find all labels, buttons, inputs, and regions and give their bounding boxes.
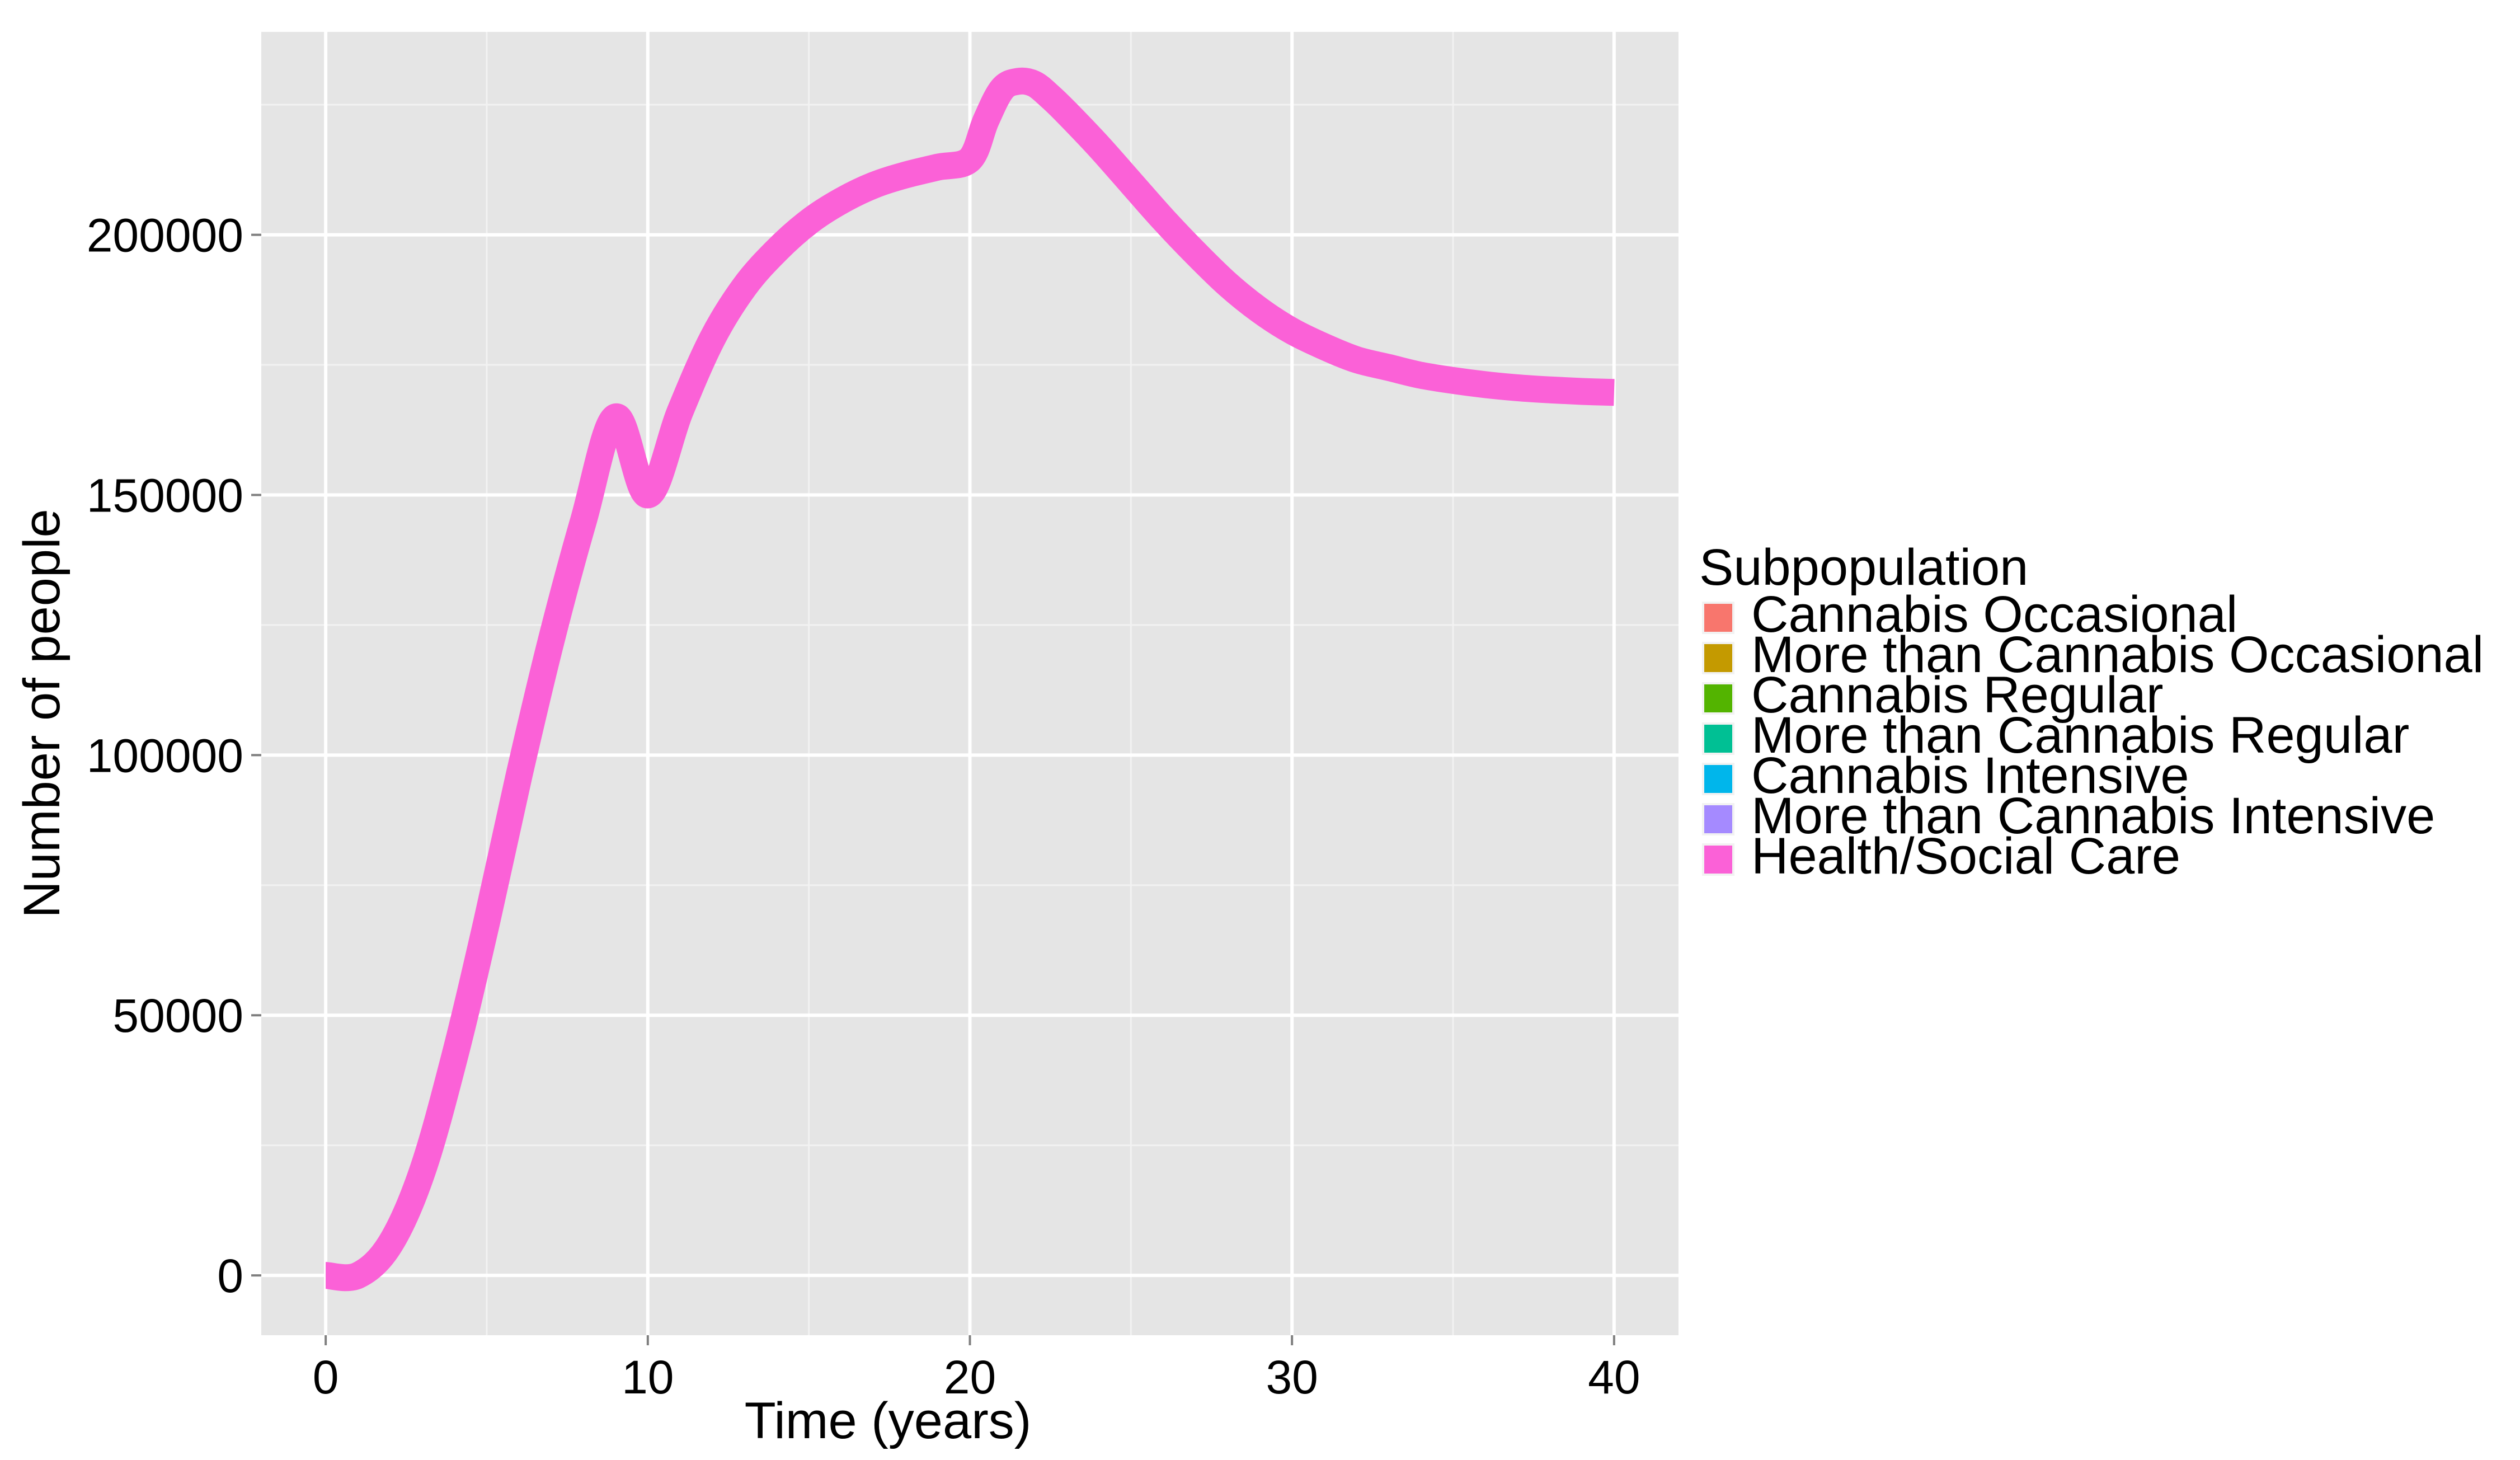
legend-label: More than Cannabis Regular — [1751, 707, 2409, 764]
legend-label: Cannabis Occasional — [1751, 586, 2237, 643]
y-tick-label: 150000 — [87, 469, 243, 522]
major-gridlines — [261, 32, 1679, 1335]
series-layer — [325, 67, 1615, 1292]
x-tick-label: 20 — [944, 1351, 996, 1403]
x-tick-label: 10 — [622, 1351, 674, 1403]
legend-title: Subpopulation — [1699, 539, 2028, 596]
legend-swatch — [1704, 604, 1732, 632]
legend-swatch — [1704, 805, 1732, 833]
legend-label: More than Cannabis Intensive — [1751, 787, 2435, 844]
legend-label: Health/Social Care — [1751, 828, 2180, 885]
y-axis-title: Number of people — [13, 509, 70, 918]
y-tick-label: 0 — [217, 1250, 243, 1302]
x-tick-label: 40 — [1588, 1351, 1640, 1403]
legend-label: More than Cannabis Occasional — [1751, 626, 2484, 683]
x-tick-label: 30 — [1266, 1351, 1318, 1403]
y-tick-label: 100000 — [87, 729, 243, 782]
legend-swatch — [1704, 765, 1732, 793]
x-tick-label: 0 — [313, 1351, 339, 1403]
y-axis: 0 50000 100000 150000 200000 — [87, 209, 261, 1302]
legend-swatch — [1704, 725, 1732, 753]
legend-swatch — [1704, 644, 1732, 672]
legend-label: Cannabis Regular — [1751, 666, 2163, 724]
y-tick-label: 50000 — [112, 989, 243, 1042]
legend-swatch — [1704, 684, 1732, 712]
series-line-health-social-care — [325, 67, 1615, 1292]
legend-label: Cannabis Intensive — [1751, 747, 2189, 804]
x-axis: 0 10 20 30 40 — [313, 1335, 1640, 1403]
legend-swatch — [1704, 846, 1732, 874]
y-tick-label: 200000 — [87, 209, 243, 262]
x-axis-title: Time (years) — [745, 1392, 1032, 1449]
